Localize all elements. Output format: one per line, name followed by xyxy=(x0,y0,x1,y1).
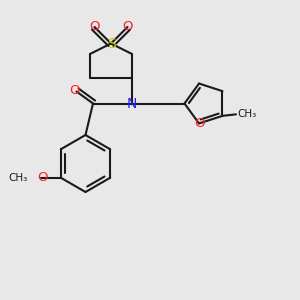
Text: O: O xyxy=(70,83,80,97)
Text: N: N xyxy=(127,97,137,110)
Text: O: O xyxy=(38,171,48,184)
Text: O: O xyxy=(122,20,133,34)
Text: O: O xyxy=(89,20,100,34)
Text: S: S xyxy=(106,37,116,50)
Text: O: O xyxy=(194,117,204,130)
Text: CH₃: CH₃ xyxy=(238,109,257,119)
Text: CH₃: CH₃ xyxy=(8,173,27,183)
